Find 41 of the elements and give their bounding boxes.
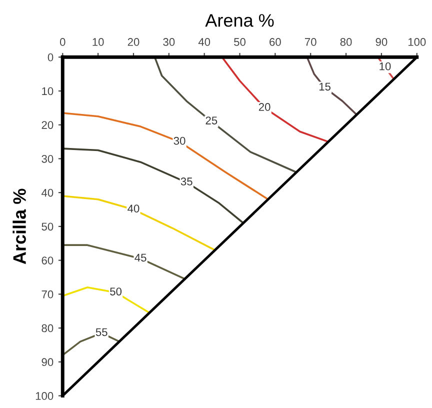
- series-label: 50: [110, 288, 122, 296]
- y-tick-label: 30: [42, 154, 54, 163]
- series-label: 45: [134, 254, 146, 262]
- line-series: [62, 148, 244, 224]
- line-series: [62, 195, 216, 252]
- y-tick-label: 70: [42, 290, 54, 298]
- x-tick-label: 60: [270, 38, 281, 46]
- y-tick-label: 0: [48, 53, 54, 62]
- series-label: 25: [206, 116, 218, 124]
- y-axis-title: Arcilla %: [12, 188, 26, 264]
- series-label: 10: [380, 62, 391, 70]
- series-label: 30: [174, 136, 186, 145]
- line-series: [306, 57, 358, 116]
- y-tick-label: 60: [42, 256, 54, 264]
- x-tick-label: 70: [305, 38, 316, 46]
- series-label: 55: [96, 328, 108, 336]
- x-tick-label: 0: [60, 38, 66, 46]
- y-tick-label: 80: [42, 324, 54, 332]
- x-tick-label: 100: [408, 38, 426, 46]
- x-tick-label: 80: [340, 38, 352, 46]
- series-label: 40: [128, 204, 140, 212]
- y-tick-label: 10: [42, 87, 54, 96]
- x-tick-label: 20: [128, 38, 140, 46]
- y-tick-label: 90: [42, 358, 54, 366]
- y-tick-label: 100: [36, 392, 54, 400]
- line-series: [62, 286, 150, 314]
- x-tick-label: 50: [234, 38, 246, 46]
- line-series: [154, 57, 298, 174]
- series-label: 20: [258, 103, 270, 111]
- x-tick-label: 40: [198, 38, 210, 46]
- x-tick-label: 30: [163, 38, 175, 46]
- x-axis-title: Arena %: [205, 14, 274, 27]
- line-series: [221, 57, 330, 143]
- x-tick-label: 10: [92, 38, 104, 46]
- series-label: 15: [319, 82, 330, 91]
- line-series: [62, 112, 270, 200]
- y-tick-label: 40: [42, 188, 54, 197]
- series-label: 35: [180, 178, 192, 186]
- y-tick-label: 20: [42, 121, 54, 129]
- y-tick-label: 50: [42, 222, 54, 231]
- x-tick-label: 90: [376, 38, 388, 46]
